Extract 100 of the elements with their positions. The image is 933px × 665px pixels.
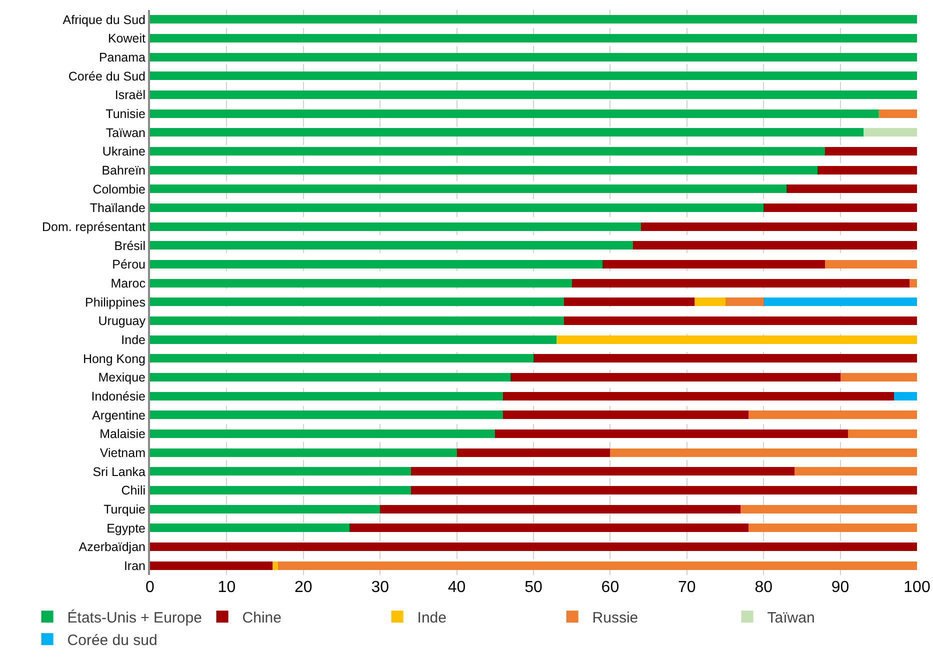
bar <box>380 504 741 514</box>
y-tick-label: Argentine <box>92 408 146 422</box>
bar <box>633 241 917 250</box>
y-tick-label: Tunisie <box>106 106 146 121</box>
x-tick-label: 40 <box>448 579 466 596</box>
bar <box>150 166 818 174</box>
legend-label: Russie <box>592 610 638 627</box>
bar <box>848 430 917 438</box>
x-tick-label: 0 <box>146 579 155 596</box>
bar <box>602 260 825 268</box>
bar <box>150 34 917 42</box>
y-tick-label: Taïwan <box>106 126 146 140</box>
legend-label: Corée du sud <box>67 632 158 650</box>
x-tick-label: 90 <box>831 579 850 596</box>
bar <box>824 147 917 156</box>
bar <box>556 335 917 344</box>
y-tick-label: Malaisie <box>100 427 146 442</box>
y-tick-label: Dom. représentant <box>42 220 146 234</box>
y-tick-label: Colombie <box>92 182 146 196</box>
bar <box>502 392 894 400</box>
x-tick-label: 20 <box>294 579 312 596</box>
bar <box>150 90 917 99</box>
bar <box>878 109 917 118</box>
bar <box>150 184 787 194</box>
bar <box>272 561 278 570</box>
bar <box>349 524 748 532</box>
y-tick-label: Israël <box>114 88 146 102</box>
x-tick-label: 70 <box>678 579 696 596</box>
y-tick-label: Indonésie <box>91 389 146 404</box>
y-tick-label: Bahreïn <box>102 163 146 178</box>
bar <box>794 467 917 476</box>
legend-label: Taïwan <box>767 610 815 627</box>
bar <box>150 15 917 24</box>
bar <box>150 147 825 156</box>
bar <box>278 561 917 570</box>
bar <box>572 278 910 288</box>
bar <box>150 316 564 325</box>
bar <box>640 222 917 231</box>
bar <box>502 410 748 420</box>
x-tick-label: 50 <box>524 579 542 596</box>
bar <box>764 204 917 212</box>
y-tick-label: Corée du Sud <box>68 69 146 84</box>
y-tick-label: Afrique du Sud <box>62 12 146 27</box>
x-tick-label: 30 <box>371 579 390 596</box>
legend-label: Chine <box>242 610 282 627</box>
bar <box>150 128 864 137</box>
bar <box>863 128 917 137</box>
y-tick-label: Thaïlande <box>90 201 146 216</box>
bar <box>748 410 917 420</box>
x-tick-label: 10 <box>218 579 236 596</box>
bar <box>150 204 764 212</box>
bar <box>410 467 794 476</box>
y-tick-label: Inde <box>121 332 146 347</box>
legend-label: Inde <box>417 610 446 627</box>
bar <box>150 260 603 268</box>
bar <box>150 524 350 532</box>
bar <box>150 504 380 514</box>
bar <box>534 354 917 363</box>
x-tick-label: 60 <box>601 579 620 596</box>
bar <box>150 298 564 306</box>
bar <box>150 561 273 570</box>
y-tick-label: Vietnam <box>100 446 146 460</box>
y-tick-label: Turquie <box>104 502 146 516</box>
bar <box>150 542 917 551</box>
bar <box>456 448 610 457</box>
bar <box>740 504 917 514</box>
bar <box>764 298 917 306</box>
bar <box>840 373 917 382</box>
bar <box>894 392 917 400</box>
bar <box>748 524 917 532</box>
legend-label: États-Unis + Europe <box>67 608 202 627</box>
bar <box>909 278 917 288</box>
bar <box>150 373 510 382</box>
y-tick-label: Maroc <box>110 276 146 290</box>
bar <box>150 52 917 62</box>
x-tick-label: 100 <box>904 579 930 596</box>
y-tick-label: Ukraine <box>102 144 146 159</box>
y-tick-label: Chili <box>121 484 146 498</box>
bar <box>150 448 457 457</box>
bar <box>150 109 879 118</box>
bar <box>817 166 917 174</box>
y-tick-label: Mexique <box>98 370 146 385</box>
bar <box>725 298 764 306</box>
bar <box>150 467 411 476</box>
bar <box>150 241 634 250</box>
bar <box>786 184 917 194</box>
bar <box>610 448 917 457</box>
y-tick-label: Uruguay <box>98 314 146 328</box>
bar <box>564 298 695 306</box>
y-tick-label: Hong Kong <box>82 352 146 366</box>
bar <box>150 430 496 438</box>
bar <box>824 260 917 268</box>
bar <box>150 410 503 420</box>
bar <box>150 278 572 288</box>
y-tick-label: Sri Lanka <box>92 464 146 479</box>
y-tick-label: Azerbaïdjan <box>78 540 146 554</box>
bar <box>495 430 848 438</box>
bar <box>150 335 557 344</box>
bar <box>564 316 917 325</box>
y-tick-label: Panama <box>98 50 146 64</box>
